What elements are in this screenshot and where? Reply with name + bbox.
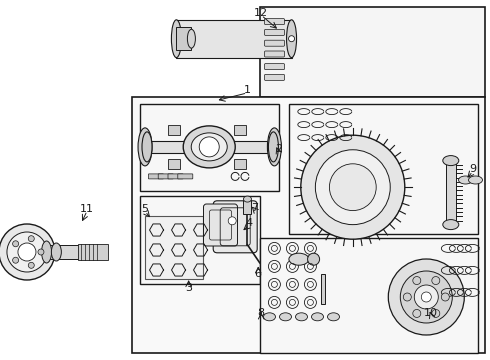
Circle shape — [13, 257, 19, 263]
Text: 9: 9 — [469, 164, 476, 174]
Circle shape — [28, 236, 34, 242]
Circle shape — [38, 249, 44, 255]
Ellipse shape — [459, 176, 472, 184]
Ellipse shape — [187, 29, 196, 48]
FancyBboxPatch shape — [158, 174, 173, 179]
Circle shape — [441, 293, 449, 301]
Bar — [260, 238, 478, 353]
Ellipse shape — [468, 176, 483, 184]
Bar — [234, 125, 246, 135]
Bar — [234, 159, 246, 169]
Circle shape — [329, 164, 376, 211]
Text: 3: 3 — [185, 283, 192, 293]
Bar — [176, 27, 192, 50]
Text: 11: 11 — [80, 204, 94, 214]
Ellipse shape — [269, 132, 278, 162]
Ellipse shape — [289, 253, 309, 265]
Circle shape — [289, 36, 294, 42]
Ellipse shape — [142, 132, 152, 162]
Circle shape — [199, 137, 219, 157]
Text: 4: 4 — [245, 218, 252, 228]
Circle shape — [403, 293, 411, 301]
Ellipse shape — [308, 253, 319, 265]
Bar — [289, 104, 478, 234]
Circle shape — [421, 292, 431, 302]
Ellipse shape — [295, 313, 308, 321]
FancyBboxPatch shape — [265, 40, 285, 46]
Circle shape — [18, 243, 36, 261]
Ellipse shape — [264, 313, 275, 321]
FancyBboxPatch shape — [203, 204, 238, 246]
Ellipse shape — [287, 20, 296, 58]
Ellipse shape — [268, 128, 281, 166]
Circle shape — [7, 232, 47, 272]
Text: 8: 8 — [258, 308, 265, 318]
Bar — [168, 125, 180, 135]
Bar — [41, 245, 98, 259]
Ellipse shape — [443, 220, 459, 230]
Text: 7: 7 — [251, 203, 258, 213]
FancyBboxPatch shape — [265, 30, 285, 35]
Text: 1: 1 — [244, 85, 251, 95]
FancyBboxPatch shape — [265, 75, 285, 80]
Circle shape — [415, 285, 438, 309]
Ellipse shape — [183, 126, 235, 168]
FancyBboxPatch shape — [265, 51, 285, 57]
Bar — [145, 141, 274, 153]
Circle shape — [228, 217, 236, 225]
Bar — [140, 104, 279, 191]
Ellipse shape — [138, 128, 152, 166]
Circle shape — [316, 150, 390, 225]
Circle shape — [432, 310, 440, 318]
Text: 10: 10 — [424, 308, 438, 318]
Bar — [446, 161, 456, 225]
Ellipse shape — [42, 241, 51, 263]
FancyBboxPatch shape — [265, 19, 285, 24]
FancyBboxPatch shape — [265, 64, 285, 69]
FancyBboxPatch shape — [213, 201, 257, 253]
FancyBboxPatch shape — [148, 174, 163, 179]
Ellipse shape — [312, 313, 323, 321]
Ellipse shape — [279, 313, 292, 321]
Text: 12: 12 — [254, 8, 268, 18]
Text: 6: 6 — [255, 269, 262, 279]
Ellipse shape — [244, 196, 251, 202]
Ellipse shape — [327, 313, 340, 321]
Bar — [132, 97, 485, 353]
Bar — [78, 244, 108, 260]
Circle shape — [413, 276, 421, 284]
Circle shape — [301, 135, 405, 239]
FancyBboxPatch shape — [168, 174, 183, 179]
Circle shape — [388, 259, 465, 335]
Bar — [321, 274, 325, 303]
Circle shape — [13, 241, 19, 247]
Bar — [176, 20, 292, 58]
Bar — [145, 216, 203, 279]
Bar — [244, 200, 251, 214]
Circle shape — [400, 271, 452, 323]
Circle shape — [413, 310, 421, 318]
Bar — [168, 159, 180, 169]
Bar — [260, 7, 485, 97]
Ellipse shape — [51, 243, 61, 261]
Circle shape — [28, 262, 34, 268]
Text: 5: 5 — [142, 204, 148, 214]
Circle shape — [0, 224, 55, 280]
Ellipse shape — [443, 156, 459, 166]
Bar — [140, 196, 260, 284]
Ellipse shape — [172, 20, 181, 58]
FancyBboxPatch shape — [178, 174, 193, 179]
Circle shape — [432, 276, 440, 284]
Ellipse shape — [191, 133, 227, 161]
Text: 2: 2 — [275, 144, 282, 154]
